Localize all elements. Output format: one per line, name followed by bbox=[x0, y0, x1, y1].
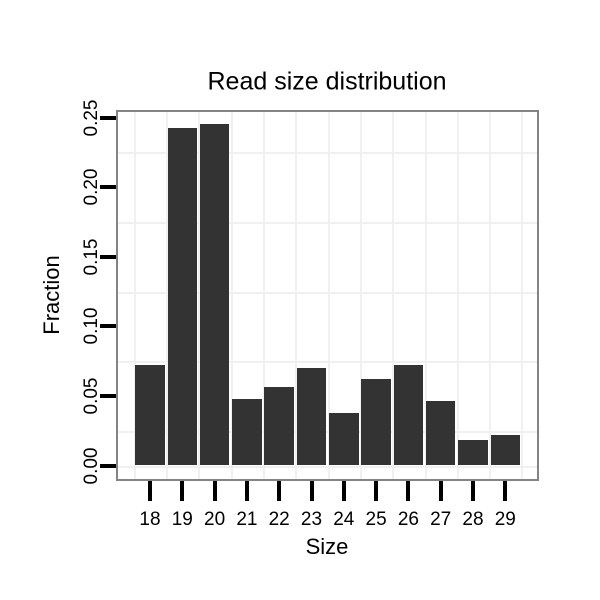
x-tick-18 bbox=[148, 481, 152, 501]
y-tick-0.20 bbox=[100, 185, 116, 190]
vertical-gridline bbox=[456, 112, 459, 479]
bar-21 bbox=[232, 398, 262, 466]
bar-19 bbox=[167, 127, 198, 466]
x-tick-label-21: 21 bbox=[236, 509, 258, 530]
vertical-gridline bbox=[263, 112, 266, 479]
y-tick-0.10 bbox=[100, 324, 116, 329]
x-tick-27 bbox=[438, 481, 443, 501]
x-tick-26 bbox=[406, 481, 411, 501]
x-tick-20 bbox=[212, 481, 217, 501]
y-tick-label-0.00: 0.00 bbox=[81, 447, 102, 484]
vertical-gridline bbox=[166, 112, 169, 479]
x-tick-21 bbox=[244, 481, 249, 501]
x-tick-label-23: 23 bbox=[300, 509, 323, 530]
x-tick-25 bbox=[374, 481, 379, 501]
bar-25 bbox=[361, 379, 391, 466]
y-tick-0.00 bbox=[100, 463, 116, 468]
y-axis-title: Fraction bbox=[39, 255, 64, 335]
x-tick-label-26: 26 bbox=[397, 509, 419, 530]
chart-title: Read size distribution bbox=[207, 67, 447, 96]
horizontal-gridline bbox=[118, 465, 537, 468]
x-tick-label-25: 25 bbox=[365, 509, 387, 530]
y-tick-label-0.15: 0.15 bbox=[81, 238, 102, 276]
x-tick-label-27: 27 bbox=[430, 509, 452, 530]
y-tick-0.25 bbox=[100, 115, 116, 120]
bar-29 bbox=[490, 434, 521, 466]
y-tick-label-0.25: 0.25 bbox=[81, 99, 102, 136]
x-tick-label-18: 18 bbox=[139, 509, 161, 530]
vertical-gridline bbox=[521, 112, 524, 479]
x-tick-label-24: 24 bbox=[333, 509, 355, 530]
horizontal-gridline bbox=[118, 221, 537, 224]
horizontal-gridline bbox=[118, 152, 537, 155]
x-tick-19 bbox=[180, 481, 185, 501]
vertical-gridline bbox=[359, 112, 362, 479]
x-tick-label-22: 22 bbox=[268, 509, 290, 530]
plot-panel bbox=[116, 110, 539, 481]
bar-20 bbox=[199, 124, 230, 466]
bar-24 bbox=[329, 412, 359, 466]
x-tick-28 bbox=[471, 481, 475, 501]
vertical-gridline bbox=[489, 112, 492, 479]
vertical-gridline bbox=[133, 112, 136, 479]
y-tick-label-0.10: 0.10 bbox=[81, 307, 102, 345]
vertical-gridline bbox=[424, 112, 427, 479]
x-tick-label-29: 29 bbox=[494, 509, 516, 530]
x-tick-23 bbox=[309, 481, 314, 501]
vertical-gridline bbox=[230, 112, 233, 479]
vertical-gridline bbox=[327, 112, 330, 479]
horizontal-gridline bbox=[118, 291, 537, 294]
horizontal-gridline bbox=[118, 361, 537, 364]
x-tick-29 bbox=[503, 481, 508, 501]
bar-18 bbox=[135, 365, 165, 466]
x-tick-22 bbox=[277, 481, 282, 501]
bar-27 bbox=[425, 401, 456, 466]
x-axis-title: Size bbox=[305, 534, 349, 559]
y-tick-0.05 bbox=[100, 393, 116, 398]
y-tick-label-0.20: 0.20 bbox=[81, 168, 102, 206]
x-tick-label-28: 28 bbox=[462, 509, 484, 530]
bar-23 bbox=[296, 368, 327, 466]
horizontal-gridline bbox=[118, 430, 537, 433]
x-tick-label-20: 20 bbox=[204, 509, 226, 530]
vertical-gridline bbox=[295, 112, 298, 479]
bar-28 bbox=[458, 440, 488, 466]
y-tick-label-0.05: 0.05 bbox=[81, 377, 102, 415]
vertical-gridline bbox=[198, 112, 201, 479]
y-tick-0.15 bbox=[100, 254, 116, 259]
vertical-gridline bbox=[392, 112, 395, 479]
bar-26 bbox=[393, 365, 424, 466]
x-tick-24 bbox=[341, 481, 346, 501]
x-tick-label-19: 19 bbox=[171, 509, 193, 530]
bar-22 bbox=[264, 386, 294, 466]
